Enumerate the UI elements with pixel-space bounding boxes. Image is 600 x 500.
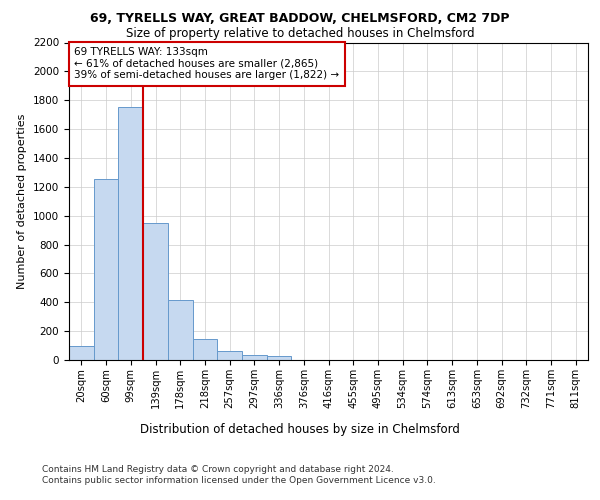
Bar [118,108,143,360]
Y-axis label: Number of detached properties: Number of detached properties [17,114,28,289]
Text: Size of property relative to detached houses in Chelmsford: Size of property relative to detached ho… [125,28,475,40]
Bar [168,300,193,360]
Text: 69, TYRELLS WAY, GREAT BADDOW, CHELMSFORD, CM2 7DP: 69, TYRELLS WAY, GREAT BADDOW, CHELMSFOR… [90,12,510,26]
Bar [267,356,292,360]
Bar [69,346,94,360]
Bar [242,355,267,360]
Bar [143,223,168,360]
Text: Contains HM Land Registry data © Crown copyright and database right 2024.: Contains HM Land Registry data © Crown c… [42,465,394,474]
Text: 69 TYRELLS WAY: 133sqm
← 61% of detached houses are smaller (2,865)
39% of semi-: 69 TYRELLS WAY: 133sqm ← 61% of detached… [74,48,340,80]
Bar [94,179,118,360]
Text: Contains public sector information licensed under the Open Government Licence v3: Contains public sector information licen… [42,476,436,485]
Bar [217,350,242,360]
Text: Distribution of detached houses by size in Chelmsford: Distribution of detached houses by size … [140,422,460,436]
Bar [193,339,217,360]
